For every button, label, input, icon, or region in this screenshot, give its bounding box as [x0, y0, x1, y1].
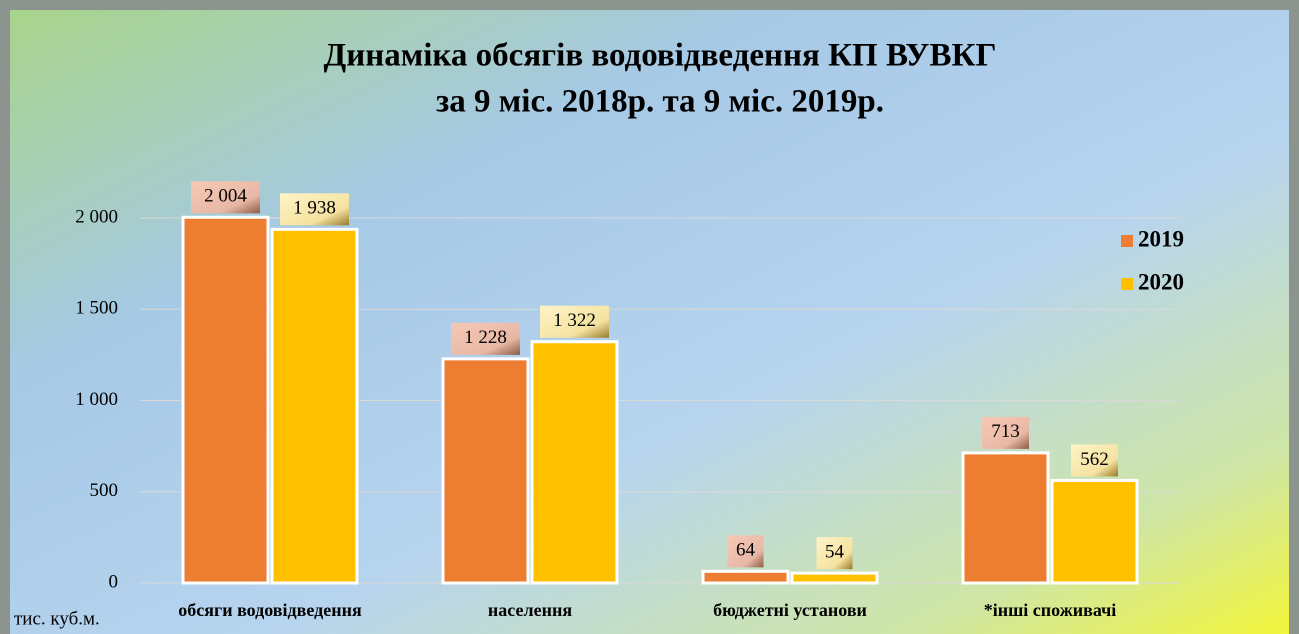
chart-title: Динаміка обсягів водовідведення КП ВУВКГ	[324, 38, 997, 74]
bar	[701, 569, 790, 585]
value-label: 562	[1080, 449, 1109, 470]
bar	[530, 340, 619, 585]
value-label-box	[727, 535, 764, 568]
x-tick-label: *інші споживачі	[984, 600, 1117, 620]
bar	[270, 227, 359, 585]
value-label-box	[191, 181, 260, 214]
bar	[790, 571, 879, 585]
value-label: 713	[991, 421, 1020, 442]
value-label-box	[451, 322, 520, 355]
y-tick-label: 2 000	[75, 206, 118, 227]
value-label: 1 322	[553, 310, 596, 331]
chart-title: за 9 міс. 2018р. та 9 міс. 2019р.	[436, 84, 884, 120]
y-tick-label: 1 500	[75, 298, 118, 319]
bar	[441, 357, 530, 585]
value-label-box	[982, 416, 1029, 449]
y-tick-label: 0	[109, 571, 119, 592]
x-tick-label: населення	[488, 600, 572, 620]
bar	[181, 215, 270, 585]
bar	[1050, 478, 1139, 585]
value-label-box	[540, 305, 609, 338]
y-tick-label: 500	[90, 480, 119, 501]
value-label: 1 228	[464, 327, 507, 348]
value-label-box	[280, 193, 349, 226]
y-axis-label: тис. куб.м.	[14, 608, 100, 629]
value-label: 64	[736, 540, 756, 561]
legend-swatch	[1121, 278, 1133, 290]
value-label: 1 938	[293, 198, 336, 219]
value-label-box	[816, 537, 853, 570]
legend-swatch	[1121, 235, 1133, 247]
value-label-box	[1071, 444, 1118, 477]
legend-label: 2020	[1138, 269, 1184, 294]
value-label: 54	[825, 542, 845, 563]
x-tick-label: обсяги водовідведення	[178, 600, 362, 620]
x-tick-label: бюджетні установи	[713, 600, 867, 620]
value-label: 2 004	[204, 186, 247, 207]
legend-label: 2019	[1138, 226, 1184, 251]
bar	[961, 451, 1050, 585]
y-tick-label: 1 000	[75, 389, 118, 410]
